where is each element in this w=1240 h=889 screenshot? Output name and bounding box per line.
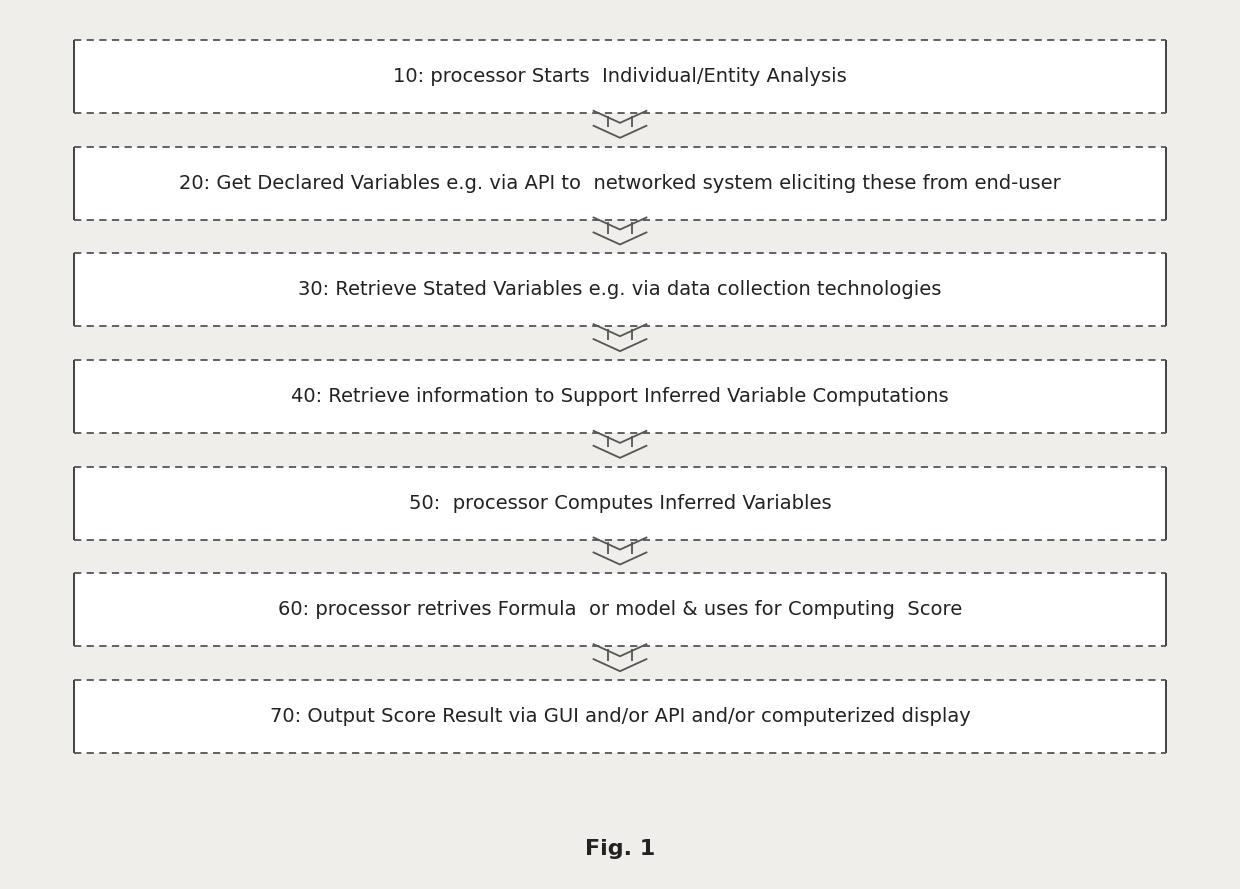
Text: Fig. 1: Fig. 1 <box>585 839 655 859</box>
Text: 10: processor Starts  Individual/Entity Analysis: 10: processor Starts Individual/Entity A… <box>393 67 847 86</box>
Bar <box>74 360 1166 433</box>
Text: 60: processor retrives Formula  or model & uses for Computing  Score: 60: processor retrives Formula or model … <box>278 600 962 620</box>
Text: 20: Get Declared Variables e.g. via API to  networked system eliciting these fro: 20: Get Declared Variables e.g. via API … <box>179 173 1061 193</box>
Bar <box>74 147 1166 220</box>
Bar <box>74 40 1166 113</box>
Bar <box>74 573 1166 646</box>
Text: 40: Retrieve information to Support Inferred Variable Computations: 40: Retrieve information to Support Infe… <box>291 387 949 406</box>
Text: 70: Output Score Result via GUI and/or API and/or computerized display: 70: Output Score Result via GUI and/or A… <box>269 707 971 726</box>
Bar <box>74 253 1166 326</box>
Text: 30: Retrieve Stated Variables e.g. via data collection technologies: 30: Retrieve Stated Variables e.g. via d… <box>299 280 941 300</box>
Text: 50:  processor Computes Inferred Variables: 50: processor Computes Inferred Variable… <box>409 493 831 513</box>
Bar <box>74 680 1166 753</box>
Bar <box>74 467 1166 540</box>
